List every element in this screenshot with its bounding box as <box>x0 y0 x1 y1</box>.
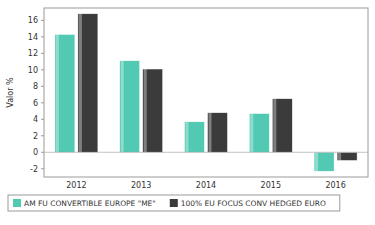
y-tick-label: 2 <box>33 132 38 141</box>
bar <box>272 99 292 153</box>
bar-highlight <box>186 122 189 153</box>
y-tick <box>41 20 44 21</box>
bar <box>249 114 269 153</box>
y-tick <box>41 69 44 70</box>
x-tick-label: 2012 <box>66 181 86 190</box>
plot-frame <box>44 8 368 177</box>
x-tick-label: 2013 <box>131 181 151 190</box>
y-tick-label: 12 <box>28 49 38 58</box>
y-tick <box>41 102 44 103</box>
y-axis-label: Valor % <box>6 77 15 108</box>
legend-swatch <box>13 199 21 207</box>
bar-highlight <box>315 152 318 171</box>
bar-highlight <box>250 114 253 153</box>
bar-highlight <box>121 61 124 153</box>
bar <box>185 122 205 153</box>
bar-highlight <box>144 69 147 152</box>
bar <box>143 69 163 152</box>
y-tick <box>41 152 44 153</box>
legend-box <box>8 195 340 211</box>
y-tick <box>41 36 44 37</box>
bar <box>337 152 357 160</box>
legend-swatch <box>170 199 178 207</box>
legend: AM FU CONVERTIBLE EUROPE "ME" 100% EU FOC… <box>8 195 340 211</box>
x-tick-label: 2014 <box>196 181 216 190</box>
y-tick-label: 16 <box>28 16 38 25</box>
legend-label: AM FU CONVERTIBLE EUROPE "ME" <box>24 199 156 208</box>
legend-label: 100% EU FOCUS CONV HEDGED EURO <box>181 199 326 208</box>
bar-highlight <box>273 99 276 153</box>
bars <box>55 14 357 171</box>
bar <box>314 152 334 171</box>
x-tick-label: 2015 <box>261 181 281 190</box>
bar <box>208 113 228 153</box>
bar-highlight <box>209 113 212 153</box>
y-tick-label: 8 <box>33 82 38 91</box>
y-tick-label: 14 <box>28 33 38 42</box>
bar-highlight <box>56 34 59 152</box>
x-tick-label: 2016 <box>325 181 345 190</box>
y-tick <box>41 119 44 120</box>
bar-highlight <box>338 152 341 160</box>
y-tick-label: 4 <box>33 115 38 124</box>
y-tick-label: 10 <box>28 66 38 75</box>
y-tick <box>41 86 44 87</box>
y-tick-label: -2 <box>30 165 38 174</box>
bar-highlight <box>79 14 82 152</box>
bar <box>120 61 140 153</box>
y-tick <box>41 135 44 136</box>
y-tick-label: 0 <box>33 148 38 157</box>
y-tick <box>41 168 44 169</box>
y-tick <box>41 53 44 54</box>
y-tick-label: 6 <box>33 99 38 108</box>
chart: -2 0 2 4 6 8 10 12 14 16 Valor % 2012 2013 2014 2015 20… <box>0 0 375 225</box>
zero-line <box>44 152 368 153</box>
bar <box>55 34 75 152</box>
bar <box>78 14 98 152</box>
